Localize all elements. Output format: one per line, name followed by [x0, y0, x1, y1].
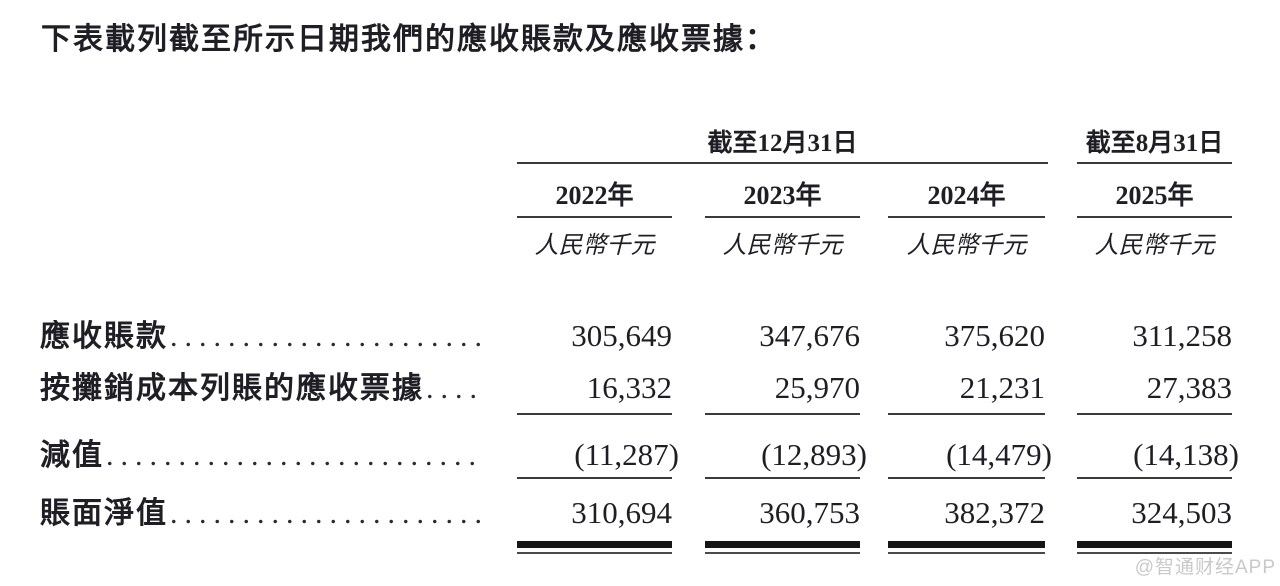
- unit-label: 人民幣千元: [906, 233, 1027, 259]
- year-header-rule: [1077, 216, 1232, 218]
- table-cell: 16,332: [586, 370, 672, 405]
- column-group-header-dec31: 截至12月31日: [707, 130, 858, 157]
- total-double-rule: [517, 541, 672, 548]
- table-cell: 347,676: [759, 318, 860, 353]
- unit-label: 人民幣千元: [1094, 233, 1215, 259]
- subtotal-rule: [888, 477, 1045, 479]
- group-header-rule: [517, 162, 1048, 164]
- table-cell: 375,620: [944, 318, 1045, 353]
- table-cell: 310,694: [571, 495, 672, 530]
- row-label-notes-receivable: 按攤銷成本列賬的應收票據............................…: [40, 372, 482, 406]
- row-label-text: 按攤銷成本列賬的應收票據: [40, 372, 424, 405]
- subtotal-rule: [517, 477, 672, 479]
- subtotal-rule: [517, 413, 672, 415]
- subtotal-rule: [888, 413, 1045, 415]
- year-header-rule: [888, 216, 1045, 218]
- dot-leader: ........................................: [106, 439, 482, 472]
- total-double-rule: [517, 552, 672, 554]
- year-header-2025: 2025年: [1115, 181, 1194, 210]
- subtotal-rule: [705, 413, 860, 415]
- table-cell: (14,479): [946, 437, 1052, 472]
- table-cell: 305,649: [571, 318, 672, 353]
- total-double-rule: [1077, 541, 1232, 548]
- table-cell: (14,138): [1133, 437, 1239, 472]
- table-cell: 25,970: [774, 370, 860, 405]
- total-double-rule: [705, 541, 860, 548]
- row-label-text: 減值: [40, 439, 104, 472]
- dot-leader: ........................................: [426, 372, 482, 405]
- row-label-text: 賬面淨值: [40, 497, 168, 530]
- table-cell: 311,258: [1132, 318, 1232, 353]
- subtotal-rule: [1077, 413, 1232, 415]
- column-group-header-aug31: 截至8月31日: [1085, 130, 1224, 157]
- year-header-2023: 2023年: [743, 181, 822, 210]
- table-cell: 382,372: [944, 495, 1045, 530]
- table-cell: 324,503: [1131, 495, 1232, 530]
- subtotal-rule: [1077, 477, 1232, 479]
- year-header-rule: [517, 216, 672, 218]
- page-title: 下表載列截至所示日期我們的應收賬款及應收票據：: [41, 23, 777, 56]
- table-cell: 21,231: [959, 370, 1045, 405]
- unit-label: 人民幣千元: [534, 233, 655, 259]
- row-label-impairment: 減值......................................…: [40, 439, 482, 473]
- row-label-trade-receivables: 應收賬款....................................…: [40, 320, 482, 354]
- total-double-rule: [1077, 552, 1232, 554]
- watermark: @智通财经APP: [1134, 557, 1276, 578]
- year-header-rule: [705, 216, 860, 218]
- table-cell: (12,893): [761, 437, 867, 472]
- subtotal-rule: [705, 477, 860, 479]
- total-double-rule: [888, 552, 1045, 554]
- year-header-2024: 2024年: [927, 181, 1006, 210]
- total-double-rule: [888, 541, 1045, 548]
- year-header-2022: 2022年: [555, 181, 634, 210]
- row-label-net-carrying-amount: 賬面淨值....................................…: [40, 497, 482, 531]
- total-double-rule: [705, 552, 860, 554]
- table-cell: 360,753: [759, 495, 860, 530]
- group-header-rule: [1077, 162, 1232, 164]
- table-cell: (11,287): [574, 437, 679, 472]
- dot-leader: ........................................: [170, 320, 482, 353]
- unit-label: 人民幣千元: [722, 233, 843, 259]
- dot-leader: ........................................: [170, 497, 482, 530]
- table-cell: 27,383: [1146, 370, 1232, 405]
- row-label-text: 應收賬款: [40, 320, 168, 353]
